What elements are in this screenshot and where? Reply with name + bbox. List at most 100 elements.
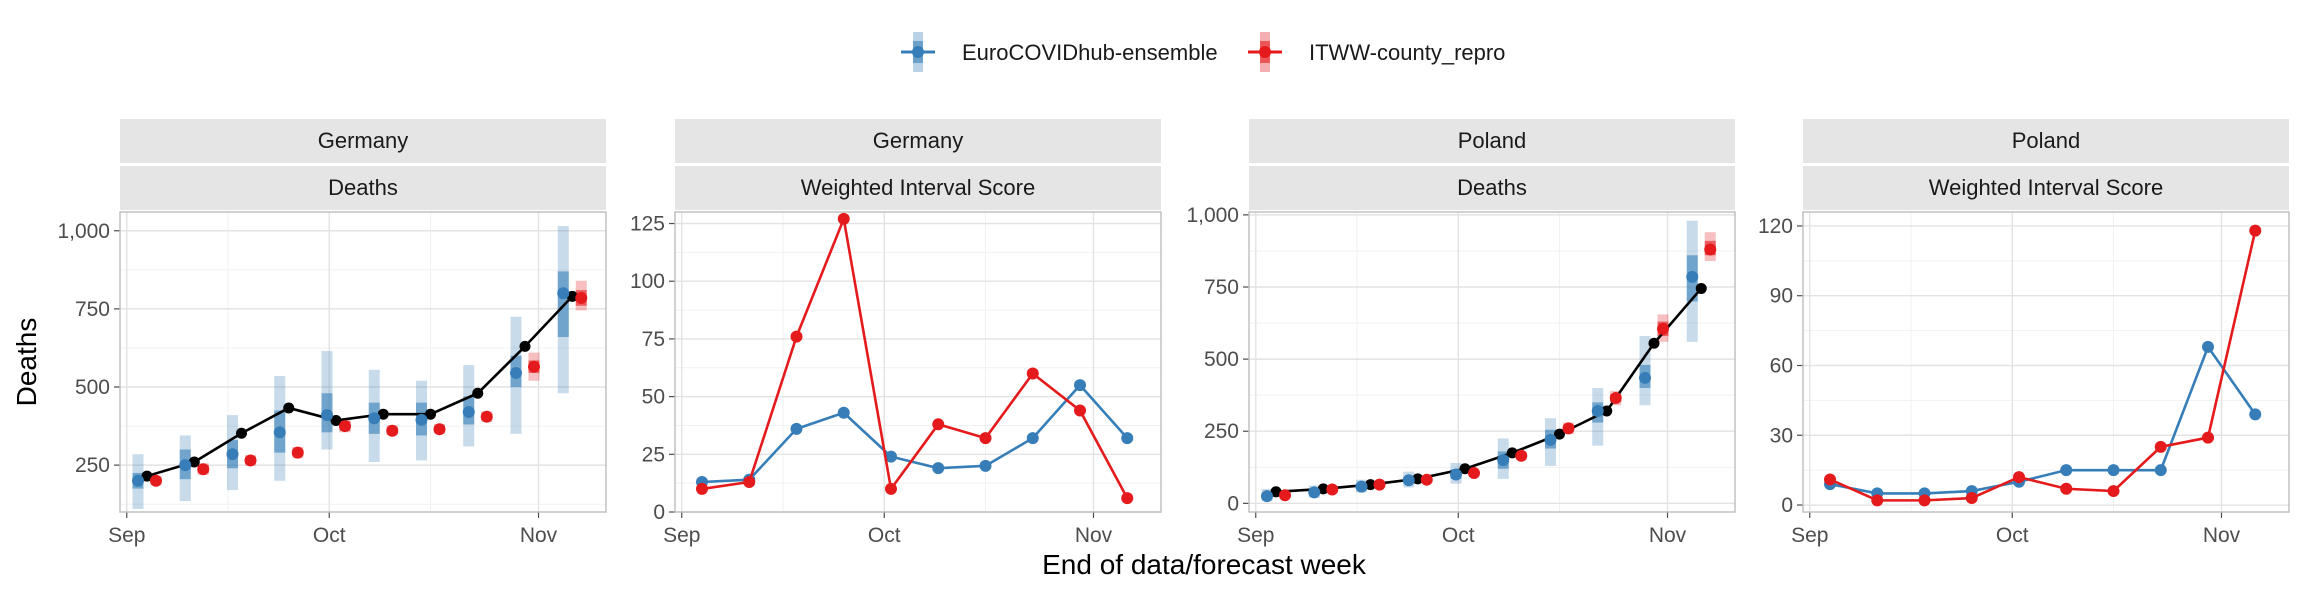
score-point bbox=[1074, 404, 1086, 417]
x-tick-label: Sep bbox=[1791, 524, 1828, 547]
score-point bbox=[743, 476, 756, 488]
forecast-median-point bbox=[226, 448, 239, 461]
forecast-median-point bbox=[197, 463, 210, 476]
x-tick-label: Sep bbox=[663, 524, 700, 547]
forecast-median-point bbox=[1515, 449, 1528, 462]
observed-point bbox=[519, 340, 531, 352]
observed-line bbox=[1275, 287, 1703, 494]
score-line-itww bbox=[1829, 230, 2257, 502]
score-point bbox=[2013, 471, 2025, 484]
x-tick-label: Sep bbox=[108, 524, 145, 547]
forecast-median-point bbox=[1402, 474, 1415, 487]
score-point bbox=[932, 462, 945, 475]
strip-metric-background bbox=[120, 166, 606, 210]
forecast-median-point bbox=[150, 474, 162, 487]
score-point bbox=[2202, 340, 2214, 353]
y-tick-label: 500 bbox=[75, 376, 110, 399]
score-point bbox=[1121, 432, 1134, 445]
score-point bbox=[885, 482, 897, 495]
score-point bbox=[932, 418, 945, 431]
strip-metric-background bbox=[1803, 166, 2289, 210]
forecast-median-point bbox=[1355, 480, 1368, 493]
forecast-median-point bbox=[415, 413, 428, 426]
y-tick-label: 0 bbox=[1227, 492, 1239, 515]
observed-point bbox=[236, 427, 247, 439]
score-point bbox=[1871, 494, 1884, 507]
panel-2: Germany Weighted Interval Score 0 25 50 75 100… bbox=[630, 119, 1162, 547]
y-tick-label: 100 bbox=[630, 270, 665, 293]
strip-country-background bbox=[1803, 119, 2289, 163]
score-point bbox=[1965, 492, 1978, 505]
score-point bbox=[2249, 408, 2262, 421]
score-point bbox=[979, 459, 992, 472]
forecast-median-point bbox=[1497, 454, 1510, 467]
score-point bbox=[1026, 432, 1039, 445]
panel-4: Poland Weighted Interval Score 0 30 60 90 120 S… bbox=[1758, 119, 2290, 547]
observed-point bbox=[1648, 337, 1660, 349]
legend-label: ITWW-county_repro bbox=[1309, 40, 1505, 65]
score-point bbox=[696, 482, 708, 495]
score-point bbox=[790, 422, 803, 435]
observed-point bbox=[283, 402, 295, 414]
x-tick-label: Oct bbox=[868, 524, 901, 547]
observed-point bbox=[1695, 282, 1707, 294]
score-point bbox=[1824, 473, 1836, 486]
score-point bbox=[1918, 494, 1931, 507]
panel-border bbox=[119, 211, 607, 513]
y-tick-label: 120 bbox=[1758, 215, 1793, 238]
forecast-median-point bbox=[1657, 322, 1669, 335]
forecast-median-point bbox=[1591, 405, 1604, 418]
y-tick-label: 90 bbox=[1770, 285, 1793, 308]
score-point bbox=[979, 432, 992, 445]
y-tick-label: 50 bbox=[642, 386, 665, 409]
x-axis-title: End of data/forecast week bbox=[1042, 549, 1367, 580]
forecast-median-point bbox=[480, 410, 493, 423]
legend-key-point bbox=[1259, 46, 1271, 58]
y-tick-label: 750 bbox=[75, 298, 110, 321]
y-tick-label: 25 bbox=[642, 443, 665, 466]
y-tick-label: 0 bbox=[653, 501, 665, 524]
score-point bbox=[2202, 431, 2214, 444]
x-tick-label: Nov bbox=[2203, 524, 2241, 547]
y-tick-label: 1,000 bbox=[57, 220, 110, 243]
forecast-median-point bbox=[179, 459, 192, 472]
forecast-median-point bbox=[291, 446, 304, 459]
legend-key-point bbox=[912, 46, 924, 58]
x-tick-label: Oct bbox=[313, 524, 346, 547]
score-point bbox=[1074, 379, 1086, 392]
forecast-intervals-ensemble bbox=[1261, 220, 1698, 502]
observed-point bbox=[1365, 479, 1376, 491]
observed-point bbox=[1506, 447, 1518, 459]
forecast-median-point bbox=[1704, 243, 1717, 256]
y-tick-label: 1,000 bbox=[1186, 204, 1239, 227]
observed-point bbox=[425, 408, 436, 420]
forecast-median-point bbox=[1420, 473, 1433, 486]
forecast-median-point bbox=[1450, 468, 1462, 481]
forecast-median-point bbox=[510, 366, 522, 379]
forecast-median-point bbox=[1562, 422, 1575, 435]
strip-country-background bbox=[1249, 119, 1735, 163]
forecast-median-point bbox=[575, 291, 588, 304]
strip-country-label: Poland bbox=[2012, 128, 2081, 153]
observed-point bbox=[141, 470, 153, 482]
y-tick-label: 0 bbox=[1781, 494, 1793, 517]
score-point bbox=[837, 406, 850, 419]
forecast-median-point bbox=[1639, 371, 1651, 384]
strip-country-label: Germany bbox=[873, 128, 963, 153]
score-point bbox=[837, 212, 850, 225]
gridlines bbox=[675, 212, 1161, 513]
y-tick-label: 125 bbox=[630, 213, 665, 236]
observed-point bbox=[1601, 405, 1613, 417]
x-tick-label: Nov bbox=[520, 524, 558, 547]
forecast-median-point bbox=[1686, 270, 1699, 283]
y-tick-label: 500 bbox=[1204, 348, 1239, 371]
forecast-median-point bbox=[132, 474, 144, 487]
score-point bbox=[2249, 224, 2262, 237]
panel-1: Germany Deaths 250 500 750 1,000 Sep Oct Nov bbox=[57, 119, 607, 547]
gridlines bbox=[1249, 212, 1735, 512]
x-tick-label: Oct bbox=[1442, 524, 1475, 547]
x-tick-label: Nov bbox=[1649, 524, 1687, 547]
panel-border bbox=[674, 211, 1162, 513]
strip-metric-label: Weighted Interval Score bbox=[801, 175, 1035, 200]
